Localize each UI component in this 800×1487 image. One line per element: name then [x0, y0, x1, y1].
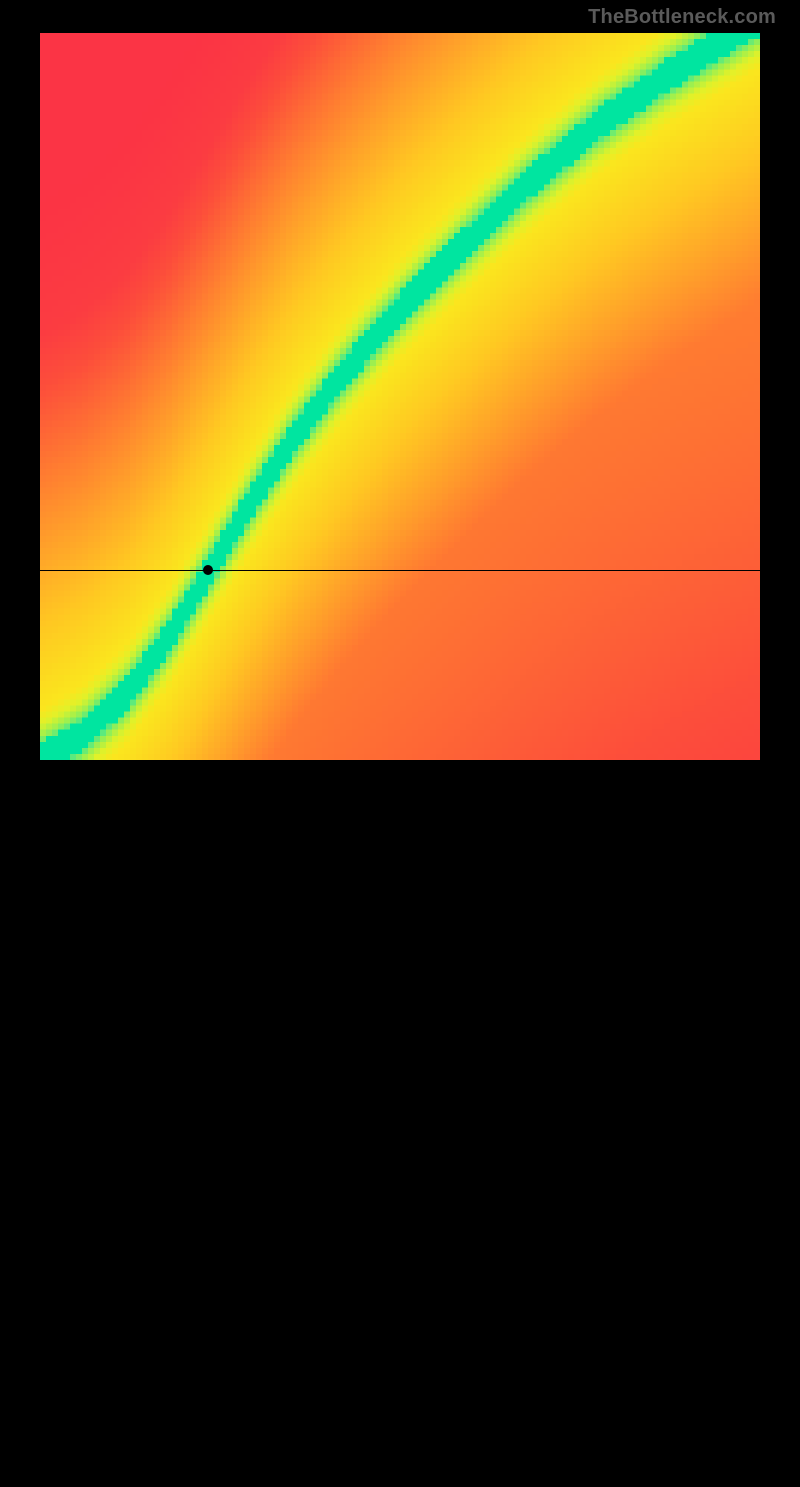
heatmap-plot-area: [40, 33, 760, 760]
crosshair-vertical-line: [208, 760, 209, 1487]
crosshair-horizontal-line: [40, 570, 760, 571]
watermark-text: TheBottleneck.com: [588, 6, 776, 29]
bottleneck-heatmap: [40, 33, 760, 760]
crosshair-point-marker: [203, 565, 213, 575]
